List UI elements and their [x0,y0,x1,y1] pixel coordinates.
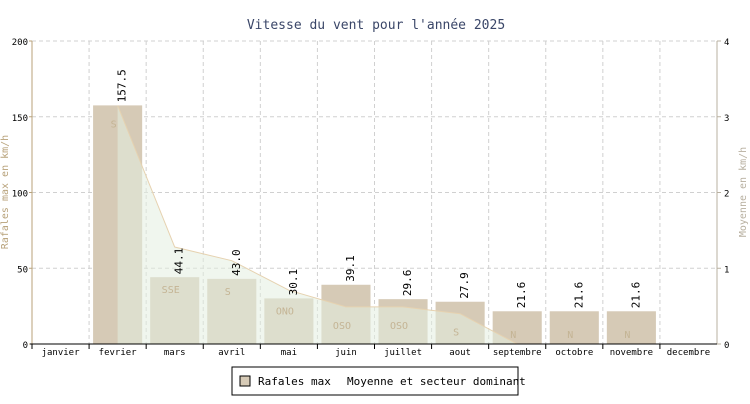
x-tick-label: janvier [42,348,81,358]
y2-tick-label: 3 [724,114,729,124]
chart-title: Vitesse du vent pour l'année 2025 [247,18,505,33]
y2-axis-label: Moyenne en km/h [738,147,749,237]
bar-value-label: 30.1 [287,269,300,296]
direction-label: S [453,328,459,339]
x-tick-label: juillet [384,348,422,358]
x-tick-label: decembre [667,348,710,358]
x-tick-label: novembre [610,348,653,358]
direction-label: S [225,287,231,298]
x-tick-label: octobre [555,348,593,358]
y2-tick-label: 1 [724,265,729,275]
legend-rafales: Rafales max [258,375,331,388]
bar-value-label: 21.6 [572,282,585,309]
bar-value-label: 44.1 [173,248,186,275]
bar-value-label: 29.6 [401,270,414,297]
direction-label: SSE [162,285,180,296]
direction-label: ONO [276,306,294,317]
bar-value-label: 21.6 [629,282,642,309]
y2-tick-label: 0 [724,341,729,351]
y2-tick-label: 4 [724,38,729,48]
y-tick-label: 150 [12,114,28,124]
bar-value-label: 39.1 [344,255,357,282]
legend-swatch-rafales [239,375,251,387]
bar-value-label: 43.0 [230,249,243,276]
direction-label: S [111,119,117,130]
x-tick-label: aout [449,348,471,358]
x-tick-label: avril [218,348,245,358]
y-tick-label: 50 [17,265,28,275]
x-tick-label: mai [281,348,297,358]
bar-value-label: 21.6 [515,282,528,309]
legend: Rafales max Moyenne et secteur dominant [231,366,526,396]
bar-novembre [606,311,656,344]
direction-label: N [510,330,516,341]
x-tick-label: septembre [493,348,542,358]
bar-value-label: 27.9 [458,272,471,299]
y-axis-label: Rafales max en km/h [0,135,11,249]
x-tick-label: fevrier [99,348,138,358]
y-tick-label: 0 [23,341,28,351]
direction-label: OSO [390,321,408,332]
y2-tick-label: 2 [724,190,729,200]
direction-label: OSO [333,321,351,332]
bar-value-label: 157.5 [116,69,129,102]
y-tick-label: 200 [12,38,28,48]
bar-octobre [549,311,599,344]
x-tick-label: mars [164,348,186,358]
legend-moyenne: Moyenne et secteur dominant [347,375,526,388]
direction-label: N [567,330,573,341]
mean-area [117,105,632,344]
direction-label: N [624,330,630,341]
x-tick-label: juin [335,348,357,358]
y-tick-label: 100 [12,190,28,200]
